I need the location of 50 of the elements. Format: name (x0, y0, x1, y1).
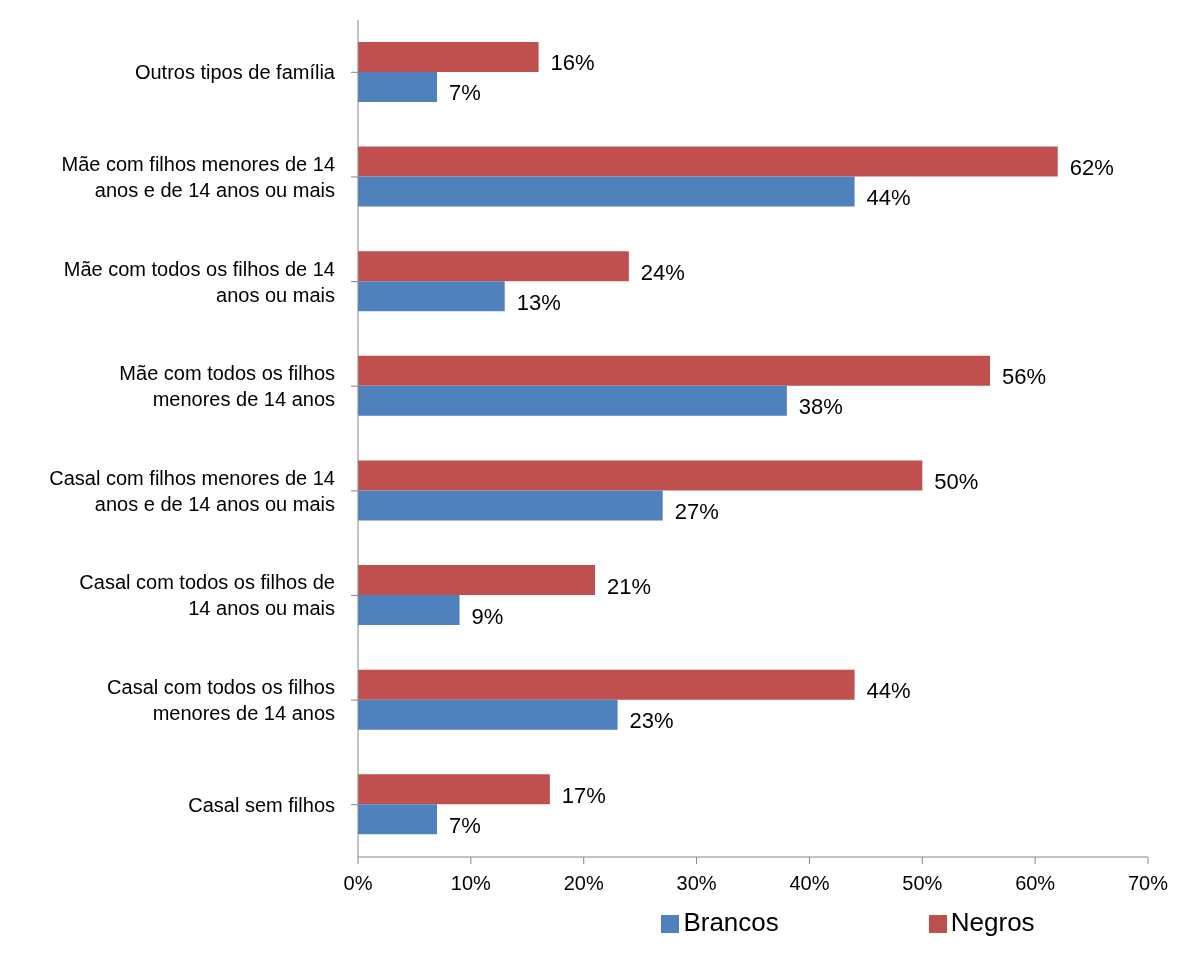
data-label: 50% (934, 468, 979, 494)
data-label: 62% (1069, 155, 1114, 181)
y-tick-label: Mãe com todos os filhos menores de 14 anos (119, 362, 335, 411)
x-tick-label: 60% (1015, 872, 1056, 895)
data-label: 7% (449, 80, 481, 106)
data-label: 44% (866, 678, 911, 704)
data-label: 17% (561, 782, 606, 808)
bar (358, 251, 629, 282)
bar (358, 565, 595, 596)
bar (358, 699, 618, 730)
data-label: 23% (629, 708, 674, 734)
data-label: 9% (471, 603, 504, 629)
bar (358, 490, 663, 521)
data-label: 21% (607, 573, 652, 599)
y-tick-label: Mãe com filhos menores de 14 anos e de 14 anos ou mais (61, 152, 335, 201)
data-label: 56% (1002, 364, 1047, 390)
y-tick-label: Casal com todos os filhos menores de 14 anos (107, 676, 335, 725)
bar (358, 71, 437, 102)
bar (358, 146, 1058, 177)
x-tick-label: 0% (343, 872, 373, 895)
x-tick-label: 30% (676, 872, 717, 895)
y-tick-label: Casal com todos os filhos de 14 anos ou mais (79, 571, 335, 620)
y-tick-label: Casal com filhos menores de 14 anos e de 14 anos ou mais (49, 466, 335, 515)
bar (358, 804, 437, 835)
data-label: 13% (516, 289, 561, 315)
bar (358, 41, 539, 72)
data-label: 27% (674, 498, 719, 524)
y-tick-label: Outros tipos de família (134, 61, 336, 84)
x-tick-label: 40% (789, 872, 830, 895)
data-label: 24% (640, 259, 685, 285)
data-label: 7% (449, 812, 481, 838)
legend-label: Brancos (683, 907, 779, 937)
data-label: 38% (798, 394, 843, 420)
bar (358, 385, 787, 416)
bar (358, 669, 855, 700)
data-label: 44% (866, 185, 911, 211)
legend-label: Negros (950, 907, 1035, 937)
bar (358, 774, 550, 805)
bar (358, 460, 923, 491)
x-tick-label: 70% (1127, 872, 1169, 895)
bar (358, 176, 855, 207)
x-tick-label: 50% (902, 872, 943, 895)
x-tick-label: 20% (563, 872, 604, 895)
y-tick-label: Mãe com todos os filhos de 14 anos ou mais (63, 257, 335, 306)
bar (358, 595, 460, 626)
x-tick-label: 10% (450, 872, 492, 895)
bar (358, 281, 505, 312)
y-tick-label: Casal sem filhos (188, 793, 335, 816)
data-label: 16% (550, 50, 595, 76)
bar (358, 355, 990, 386)
